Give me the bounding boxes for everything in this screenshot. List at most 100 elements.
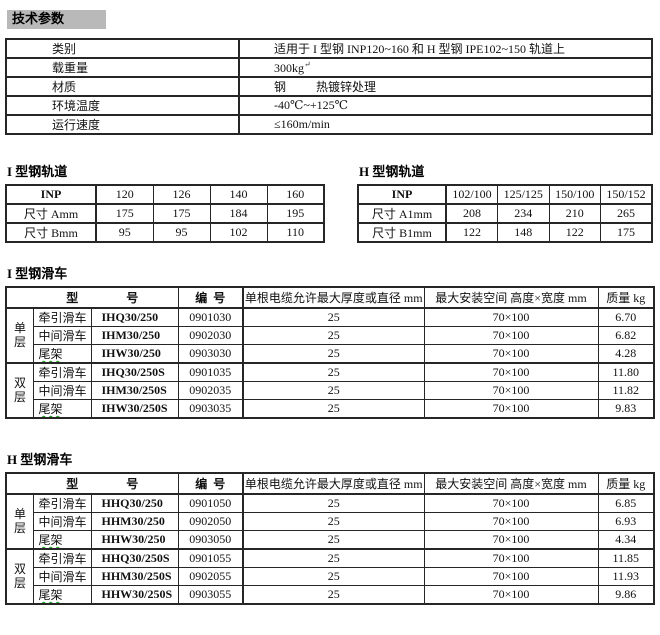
dim-value: 210	[548, 203, 601, 224]
cable-size: 25	[242, 548, 425, 568]
trolley-name: 牵引滑车	[32, 548, 92, 568]
i-track-section: I 型钢轨道 INP 120 126 140 160 尺寸 Amm 175 17…	[5, 161, 325, 243]
dim-value: 175	[95, 203, 154, 224]
table-row: 尺寸 Amm 175 175 184 195	[5, 203, 325, 224]
param-label: 材质	[5, 76, 240, 97]
weight: 4.34	[597, 530, 655, 550]
tech-params-table: 类别 适用于 I 型钢 INP120~160 和 H 型钢 IPE102~150…	[5, 38, 653, 135]
col-header: INP	[357, 184, 447, 205]
i-trolley-table: 型 号 编 号 单根电缆允许最大厚度或直径 mm 最大安装空间 高度×宽度 mm…	[5, 286, 655, 419]
dim-value: 175	[600, 222, 653, 243]
table-row: 类别 适用于 I 型钢 INP120~160 和 H 型钢 IPE102~150…	[5, 38, 653, 59]
table-row: 双层 牵引滑车 HHQ30/250S 0901055 25 70×100 11.…	[5, 548, 655, 605]
col-header: 120	[95, 184, 154, 205]
weight: 6.93	[597, 512, 655, 531]
trolley-name: 中间滑车	[32, 326, 92, 345]
trolley-model: IHQ30/250	[90, 307, 179, 327]
install-space: 70×100	[423, 326, 599, 345]
h-trolley-title: H 型钢滑车	[7, 452, 73, 467]
dim-value: 102	[209, 222, 268, 243]
trolley-code: 0903055	[177, 585, 244, 605]
col-header-space: 最大安装空间 高度×宽度 mm	[423, 472, 599, 495]
track-tables-row: I 型钢轨道 INP 120 126 140 160 尺寸 Amm 175 17…	[5, 161, 653, 243]
dim-label: 尺寸 Amm	[5, 203, 97, 224]
col-header-model: 型 号	[5, 472, 179, 495]
table-row: 尾架 IHW30/250 0903030 25 70×100 4.28	[6, 344, 655, 364]
trolley-model: HHW30/250	[90, 530, 179, 550]
trolley-code: 0903050	[177, 530, 244, 550]
trolley-code: 0903030	[177, 344, 244, 364]
page-title: 技术参数	[7, 10, 107, 29]
trolley-code: 0901030	[177, 307, 244, 327]
trolley-code: 0901055	[177, 548, 244, 568]
cable-size: 25	[242, 493, 425, 513]
param-label: 类别	[5, 38, 240, 59]
cable-size: 25	[242, 512, 425, 531]
dim-value: 148	[497, 222, 550, 243]
h-track-title: H 型钢轨道	[359, 164, 425, 179]
layer-cell: 双层	[5, 362, 34, 419]
col-header-weight: 质量 kg	[597, 472, 655, 495]
table-row: INP 120 126 140 160	[5, 184, 325, 205]
col-header: 160	[266, 184, 325, 205]
table-row: 尺寸 A1mm 208 234 210 265	[357, 203, 653, 224]
weight: 11.85	[597, 548, 655, 568]
cable-size: 25	[242, 399, 425, 419]
weight: 11.93	[597, 567, 655, 586]
h-track-section: H 型钢轨道 INP 102/100 125/125 150/100 150/1…	[357, 161, 653, 243]
dim-value: 234	[497, 203, 550, 224]
table-row: 尺寸 B1mm 122 148 122 175	[357, 222, 653, 243]
trolley-name-text: 尾架	[38, 588, 63, 602]
col-header-code: 编 号	[177, 286, 244, 309]
install-space: 70×100	[423, 567, 599, 586]
trolley-model: HHQ30/250S	[90, 548, 179, 568]
trolley-name: 牵引滑车	[32, 307, 92, 327]
col-header: 102/100	[445, 184, 498, 205]
cable-size: 25	[242, 362, 425, 382]
dim-value: 95	[95, 222, 154, 243]
col-header: 126	[152, 184, 211, 205]
cable-size: 25	[242, 381, 425, 400]
col-header: 125/125	[497, 184, 550, 205]
weight: 9.86	[597, 585, 655, 605]
table-row: 环境温度 -40℃~+125℃	[5, 95, 653, 116]
table-row: 中间滑车 IHM30/250 0902030 25 70×100 6.82	[6, 326, 655, 345]
trolley-name: 中间滑车	[32, 567, 92, 586]
trolley-code: 0902030	[177, 326, 244, 345]
table-row: 尺寸 Bmm 95 95 102 110	[5, 222, 325, 243]
weight: 4.28	[597, 344, 655, 364]
trolley-code: 0901050	[177, 493, 244, 513]
table-header-row: 型 号 编 号 单根电缆允许最大厚度或直径 mm 最大安装空间 高度×宽度 mm…	[5, 286, 655, 309]
param-label: 载重量	[5, 57, 240, 78]
dim-value: 122	[548, 222, 601, 243]
trolley-model: IHW30/250S	[90, 399, 179, 419]
trolley-model: IHM30/250S	[90, 381, 179, 400]
trolley-code: 0903035	[177, 399, 244, 419]
h-trolley-section: H 型钢滑车 型 号 编 号 单根电缆允许最大厚度或直径 mm 最大安装空间 高…	[5, 449, 655, 605]
trolley-name-text: 尾架	[38, 533, 63, 547]
cable-size: 25	[242, 326, 425, 345]
weight: 6.85	[597, 493, 655, 513]
trolley-name: 牵引滑车	[32, 362, 92, 382]
col-header: INP	[5, 184, 97, 205]
i-trolley-section: I 型钢滑车 型 号 编 号 单根电缆允许最大厚度或直径 mm 最大安装空间 高…	[5, 263, 655, 419]
cable-size: 25	[242, 567, 425, 586]
i-track-table: INP 120 126 140 160 尺寸 Amm 175 175 184 1…	[5, 184, 325, 243]
trolley-model: IHW30/250	[90, 344, 179, 364]
table-row: 双层 牵引滑车 IHQ30/250S 0901035 25 70×100 11.…	[5, 362, 655, 419]
table-header-row: 型 号 编 号 单根电缆允许最大厚度或直径 mm 最大安装空间 高度×宽度 mm…	[5, 472, 655, 495]
load-value: 300kg	[274, 60, 304, 75]
install-space: 70×100	[423, 493, 599, 513]
param-value: ≤160m/min	[238, 114, 653, 135]
trolley-name: 中间滑车	[32, 381, 92, 400]
param-label: 运行速度	[5, 114, 240, 135]
layer-cell: 单层	[5, 493, 34, 550]
trolley-model: IHM30/250	[90, 326, 179, 345]
weight: 11.82	[597, 381, 655, 400]
dim-label: 尺寸 Bmm	[5, 222, 97, 243]
table-row: 中间滑车 IHM30/250S 0902035 25 70×100 11.82	[6, 381, 655, 400]
dim-value: 122	[445, 222, 498, 243]
param-value: -40℃~+125℃	[238, 95, 653, 116]
trolley-name: 尾架	[32, 530, 92, 550]
table-row: 材质 钢 热镀锌处理	[5, 76, 653, 97]
